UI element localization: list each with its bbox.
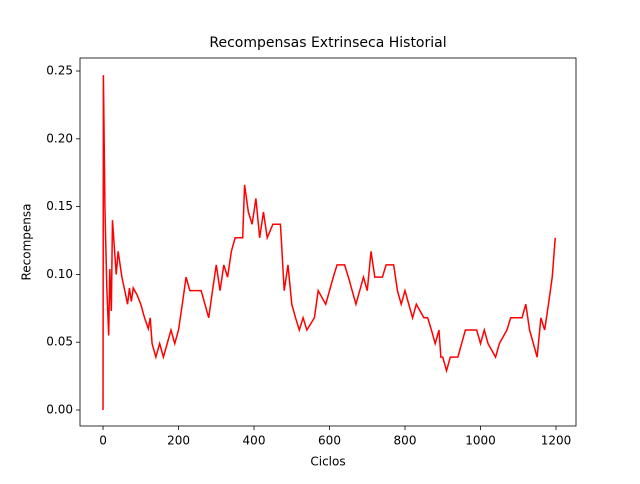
x-tick-label: 1000 — [465, 434, 496, 448]
x-tick-label: 800 — [394, 434, 417, 448]
y-tick-label: 0.05 — [46, 335, 73, 349]
y-tick-label: 0.20 — [46, 131, 73, 145]
y-axis-label: Recompensa — [20, 203, 34, 280]
x-tick-label: 0 — [99, 434, 107, 448]
line — [102, 75, 556, 411]
y-tick-label: 0.25 — [46, 64, 73, 78]
y-tick-label: 0.15 — [46, 199, 73, 213]
chart-title: Recompensas Extrinseca Historial — [209, 35, 446, 51]
x-axis-label: Ciclos — [310, 455, 345, 469]
x-tick-label: 600 — [318, 434, 341, 448]
x-tick-label: 400 — [243, 434, 266, 448]
x-tick-label: 1200 — [541, 434, 572, 448]
x-tick-label: 200 — [167, 434, 190, 448]
axes-frame — [79, 57, 577, 427]
y-tick-label: 0.00 — [46, 403, 73, 417]
y-tick-label: 0.10 — [46, 267, 73, 281]
